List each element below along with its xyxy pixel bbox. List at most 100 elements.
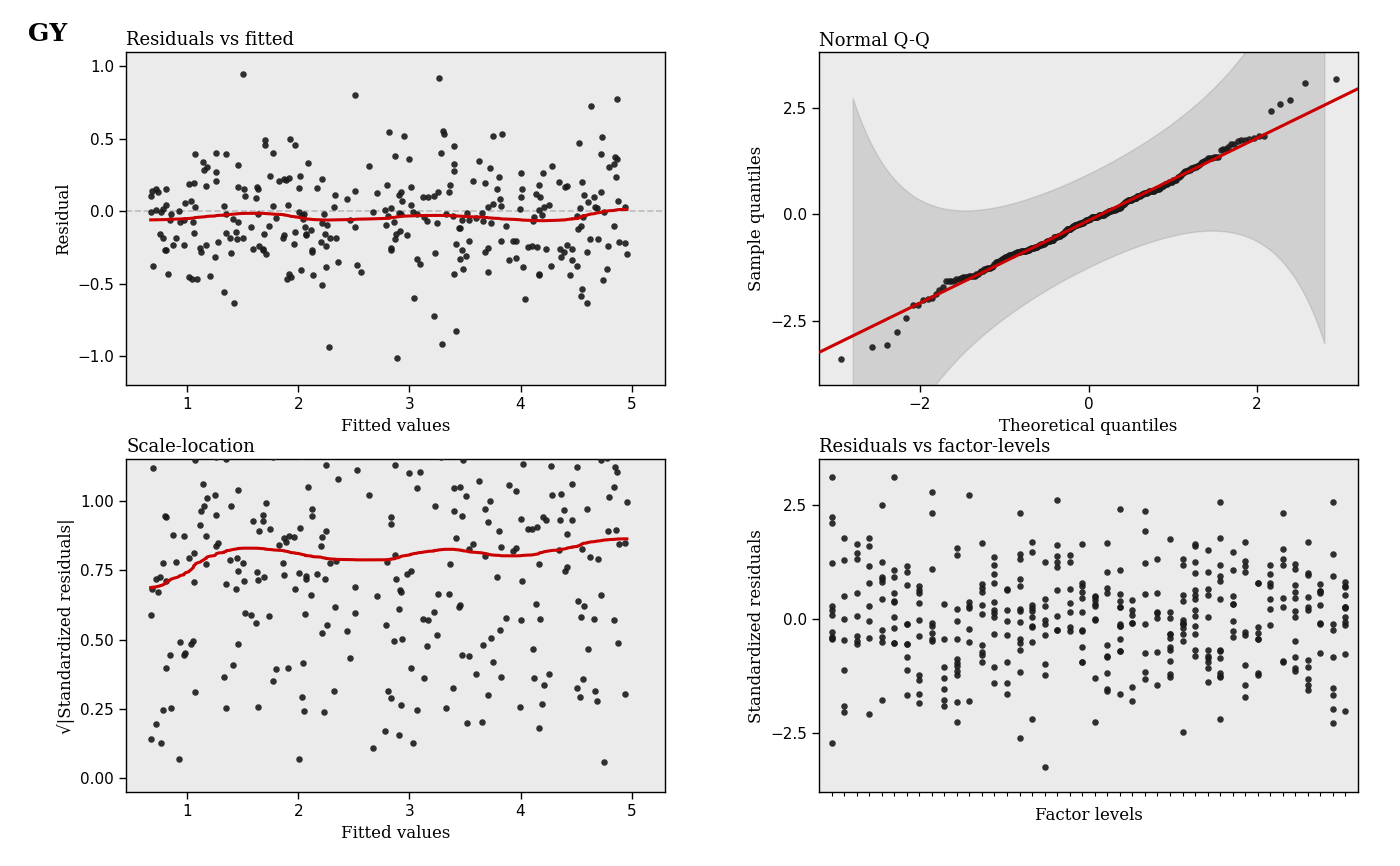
Point	[958, 269, 980, 283]
Point	[154, 243, 176, 257]
Point	[1147, 605, 1169, 619]
Point	[1147, 605, 1169, 619]
Point	[1296, 599, 1319, 613]
Point	[1074, 215, 1096, 229]
Point	[606, 194, 629, 208]
Point	[1109, 643, 1131, 657]
Point	[181, 424, 203, 438]
Point	[995, 249, 1018, 263]
Point	[983, 611, 1005, 624]
Point	[970, 598, 993, 611]
Point	[258, 609, 280, 623]
Point	[253, 228, 276, 242]
Point	[1014, 244, 1036, 258]
Point	[1184, 592, 1207, 606]
Point	[909, 586, 931, 600]
Point	[983, 567, 1005, 581]
Point	[155, 662, 178, 675]
Point	[344, 580, 367, 594]
Point	[451, 213, 473, 227]
Point	[280, 430, 302, 444]
Point	[357, 159, 379, 173]
Point	[391, 632, 413, 646]
Point	[1067, 217, 1089, 231]
Point	[239, 608, 262, 622]
Point	[896, 688, 918, 702]
Point	[522, 214, 545, 228]
Point	[465, 210, 487, 224]
Point	[886, 326, 909, 339]
Point	[568, 201, 591, 215]
Point	[1197, 643, 1219, 656]
Point	[178, 178, 200, 191]
Point	[598, 160, 620, 174]
Point	[934, 671, 956, 685]
Point	[273, 228, 295, 242]
Point	[953, 270, 976, 284]
Point	[325, 231, 347, 245]
Point	[1046, 559, 1068, 573]
Point	[1044, 230, 1067, 244]
Point	[284, 139, 307, 152]
Point	[1205, 150, 1228, 164]
Point	[204, 165, 227, 179]
Point	[476, 265, 498, 279]
Point	[568, 690, 591, 704]
Point	[1084, 612, 1106, 626]
Point	[1144, 183, 1166, 197]
Point	[578, 550, 601, 564]
Point	[1096, 586, 1119, 600]
Point	[1284, 650, 1306, 663]
Point	[871, 624, 893, 637]
Point	[382, 215, 405, 229]
Point	[1079, 211, 1102, 225]
Point	[140, 733, 162, 746]
Text: Scale-location: Scale-location	[126, 438, 255, 456]
Point	[300, 223, 322, 237]
Point	[591, 130, 613, 144]
Point	[1296, 591, 1319, 604]
Point	[449, 598, 472, 612]
Point	[948, 272, 970, 286]
Point	[1334, 602, 1357, 616]
Point	[1046, 623, 1068, 637]
Point	[615, 236, 637, 249]
Point	[917, 292, 939, 306]
Point	[1184, 627, 1207, 641]
Point	[241, 242, 263, 255]
Point	[883, 586, 906, 600]
X-axis label: Factor levels: Factor levels	[1035, 807, 1142, 824]
Point	[1019, 242, 1042, 255]
Point	[311, 279, 333, 293]
Point	[245, 180, 267, 194]
Point	[858, 630, 881, 644]
Point	[995, 655, 1018, 669]
Point	[1334, 600, 1357, 614]
Point	[417, 191, 440, 204]
Point	[225, 232, 248, 246]
Point	[192, 476, 214, 490]
Point	[1180, 162, 1203, 176]
Point	[154, 509, 176, 523]
Point	[983, 603, 1005, 617]
Point	[952, 270, 974, 284]
Point	[1296, 677, 1319, 691]
Point	[1145, 182, 1168, 196]
Point	[598, 490, 620, 504]
Point	[204, 449, 227, 463]
Point	[182, 546, 204, 559]
Point	[1121, 616, 1144, 630]
Point	[388, 602, 410, 616]
Point	[1198, 152, 1221, 165]
Point	[1210, 669, 1232, 682]
Point	[1071, 623, 1093, 637]
Point	[1128, 189, 1151, 203]
Point	[239, 220, 262, 234]
Point	[1033, 617, 1056, 630]
Point	[1051, 227, 1074, 241]
Point	[532, 199, 554, 213]
Point	[1322, 688, 1344, 702]
Point	[259, 170, 281, 184]
Point	[1214, 142, 1236, 156]
Point	[363, 741, 385, 755]
